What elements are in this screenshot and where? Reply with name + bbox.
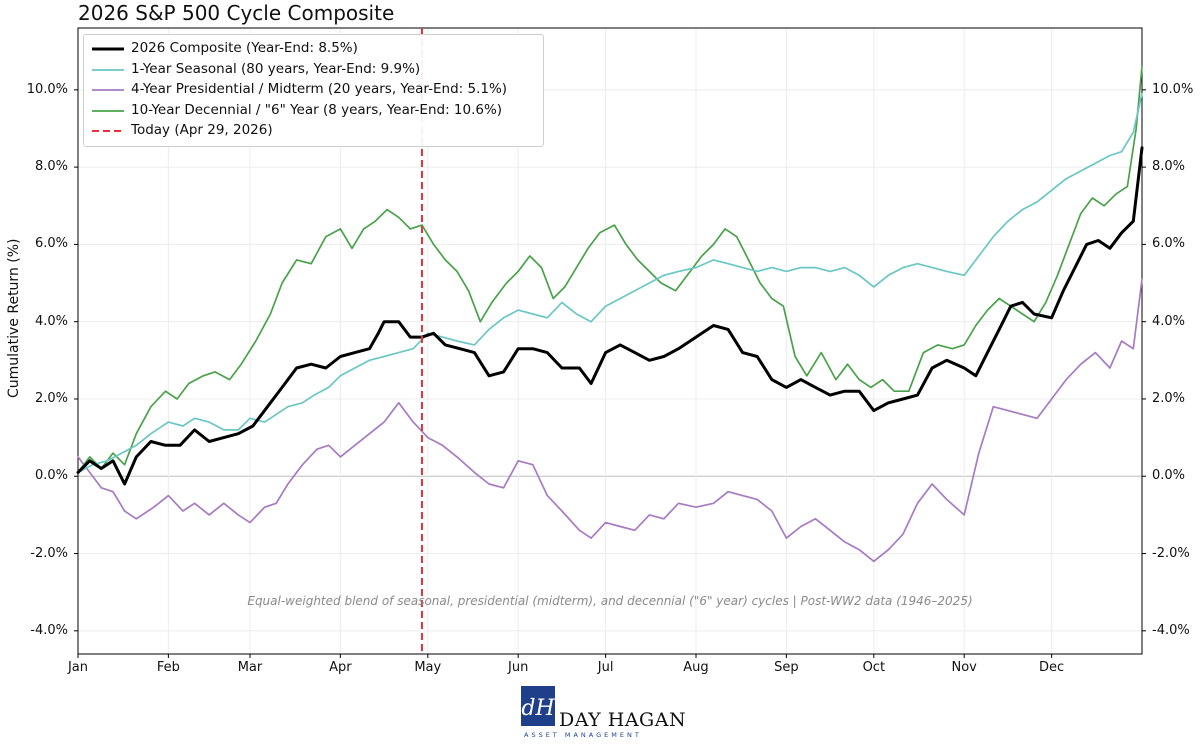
- x-tick-label-feb: Feb: [138, 660, 198, 675]
- legend-swatch: [90, 61, 126, 79]
- y-tick-label-left: 8.0%: [35, 159, 68, 174]
- y-tick-label-left: 2.0%: [35, 391, 68, 406]
- legend: 2026 Composite (Year-End: 8.5%) 1-Year Se…: [83, 34, 544, 147]
- chart-title: 2026 S&P 500 Cycle Composite: [78, 1, 394, 25]
- x-tick-label-sep: Sep: [756, 660, 816, 675]
- y-tick-label-right: -4.0%: [1152, 623, 1190, 638]
- x-tick-label-aug: Aug: [666, 660, 726, 675]
- legend-swatch: [90, 102, 126, 120]
- series-line-1: [78, 94, 1142, 473]
- y-tick-label-right: 2.0%: [1152, 391, 1185, 406]
- x-tick-label-jan: Jan: [48, 660, 108, 675]
- x-tick-label-jun: Jun: [488, 660, 548, 675]
- logo-name: DAY HAGAN: [559, 709, 686, 731]
- x-tick-label-mar: Mar: [220, 660, 280, 675]
- y-tick-label-right: 8.0%: [1152, 159, 1185, 174]
- legend-swatch: [90, 81, 126, 99]
- x-tick-label-nov: Nov: [934, 660, 994, 675]
- day-hagan-logo-icon: dH: [521, 686, 555, 726]
- y-tick-label-right: 6.0%: [1152, 236, 1185, 251]
- x-tick-label-jul: Jul: [576, 660, 636, 675]
- y-tick-label-left: 0.0%: [35, 468, 68, 483]
- y-tick-label-left: -4.0%: [30, 623, 68, 638]
- y-tick-label-left: 6.0%: [35, 236, 68, 251]
- legend-label: Today (Apr 29, 2026): [131, 122, 273, 138]
- legend-label: 2026 Composite (Year-End: 8.5%): [131, 40, 358, 56]
- x-tick-label-dec: Dec: [1022, 660, 1082, 675]
- x-tick-label-apr: Apr: [310, 660, 370, 675]
- legend-label: 4-Year Presidential / Midterm (20 years,…: [131, 81, 507, 97]
- x-tick-label-may: May: [398, 660, 458, 675]
- logo-subtitle: ASSET MANAGEMENT: [524, 731, 642, 739]
- legend-swatch: [90, 40, 126, 58]
- x-tick-label-oct: Oct: [844, 660, 904, 675]
- y-tick-label-right: -2.0%: [1152, 546, 1190, 561]
- y-tick-label-right: 0.0%: [1152, 468, 1185, 483]
- y-tick-label-right: 10.0%: [1152, 82, 1193, 97]
- y-axis-label: Cumulative Return (%): [6, 278, 22, 398]
- y-tick-label-left: 4.0%: [35, 314, 68, 329]
- legend-label: 1-Year Seasonal (80 years, Year-End: 9.9…: [131, 61, 420, 77]
- y-tick-label-left: 10.0%: [27, 82, 68, 97]
- logo-monogram: dH: [521, 696, 555, 721]
- legend-label: 10-Year Decennial / "6" Year (8 years, Y…: [131, 102, 502, 118]
- legend-swatch: [90, 122, 126, 140]
- y-tick-label-right: 4.0%: [1152, 314, 1185, 329]
- y-tick-label-left: -2.0%: [30, 546, 68, 561]
- chart-annotation: Equal-weighted blend of seasonal, presid…: [78, 594, 1142, 608]
